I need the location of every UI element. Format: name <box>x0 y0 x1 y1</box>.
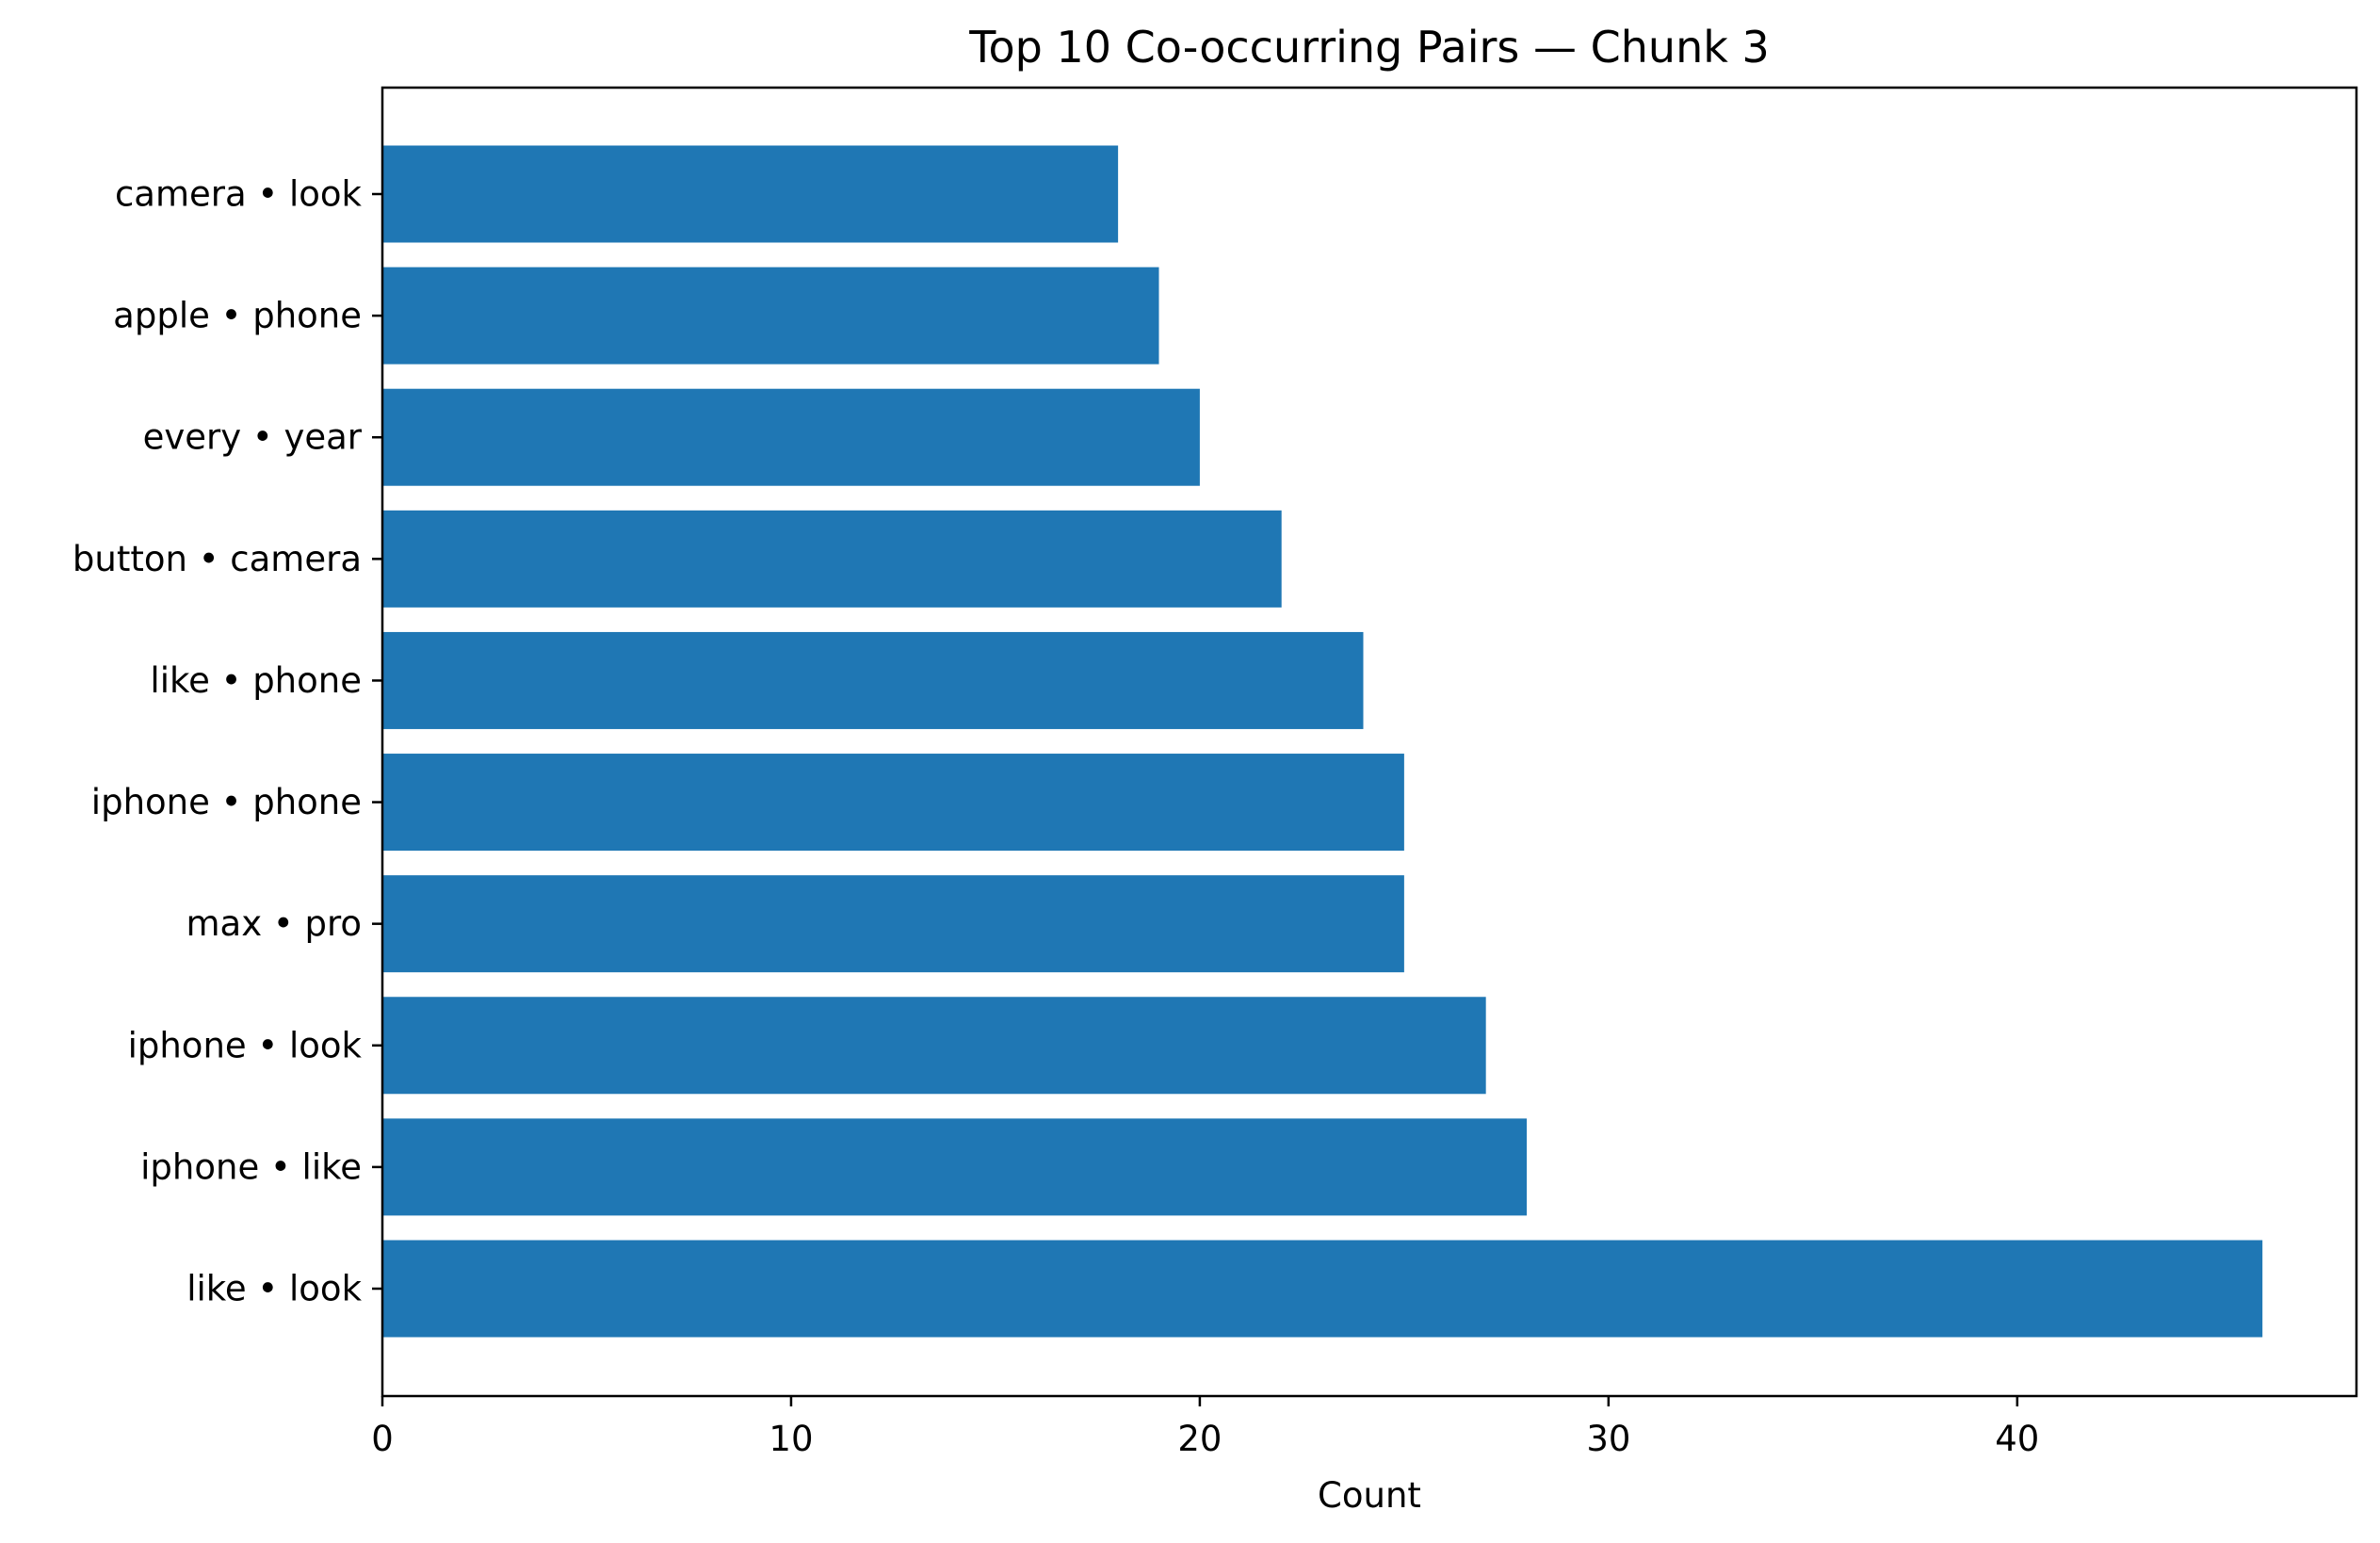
x-tick-label-4: 40 <box>1995 1419 2039 1459</box>
y-tick-label-4: iphone • phone <box>91 782 362 822</box>
chart-title: Top 10 Co-occurring Pairs — Chunk 3 <box>968 22 1770 73</box>
x-axis-ticks: 0 10 20 30 40 <box>371 1396 2039 1459</box>
y-tick-label-1: iphone • like <box>140 1146 362 1187</box>
bar-3 <box>382 875 1404 973</box>
plot-frame <box>380 86 2358 1398</box>
x-axis-label: Count <box>1318 1475 1421 1516</box>
x-tick-label-0: 0 <box>371 1419 394 1459</box>
bar-5 <box>382 631 1364 729</box>
bar-9 <box>382 145 1119 243</box>
bar-0 <box>382 1240 2263 1338</box>
y-tick-label-6: button • camera <box>73 539 362 579</box>
y-tick-label-7: every • year <box>143 417 363 458</box>
bar-7 <box>382 388 1200 486</box>
bar-4 <box>382 754 1404 852</box>
x-tick-label-2: 20 <box>1177 1419 1222 1459</box>
y-tick-label-2: iphone • look <box>128 1025 363 1065</box>
x-tick-label-3: 30 <box>1586 1419 1630 1459</box>
y-tick-label-8: apple • phone <box>113 296 362 336</box>
y-axis-ticks: like • look iphone • like iphone • look max… <box>73 174 382 1309</box>
y-tick-label-3: max • pro <box>186 903 362 944</box>
bar-8 <box>382 267 1159 365</box>
bars-group <box>382 145 2263 1338</box>
y-tick-label-9: camera • look <box>115 174 363 215</box>
bar-2 <box>382 997 1486 1095</box>
y-tick-label-5: like • phone <box>150 660 362 701</box>
bar-6 <box>382 510 1282 608</box>
bar-1 <box>382 1118 1528 1216</box>
y-tick-label-0: like • look <box>186 1269 362 1309</box>
x-tick-label-1: 10 <box>769 1419 813 1459</box>
